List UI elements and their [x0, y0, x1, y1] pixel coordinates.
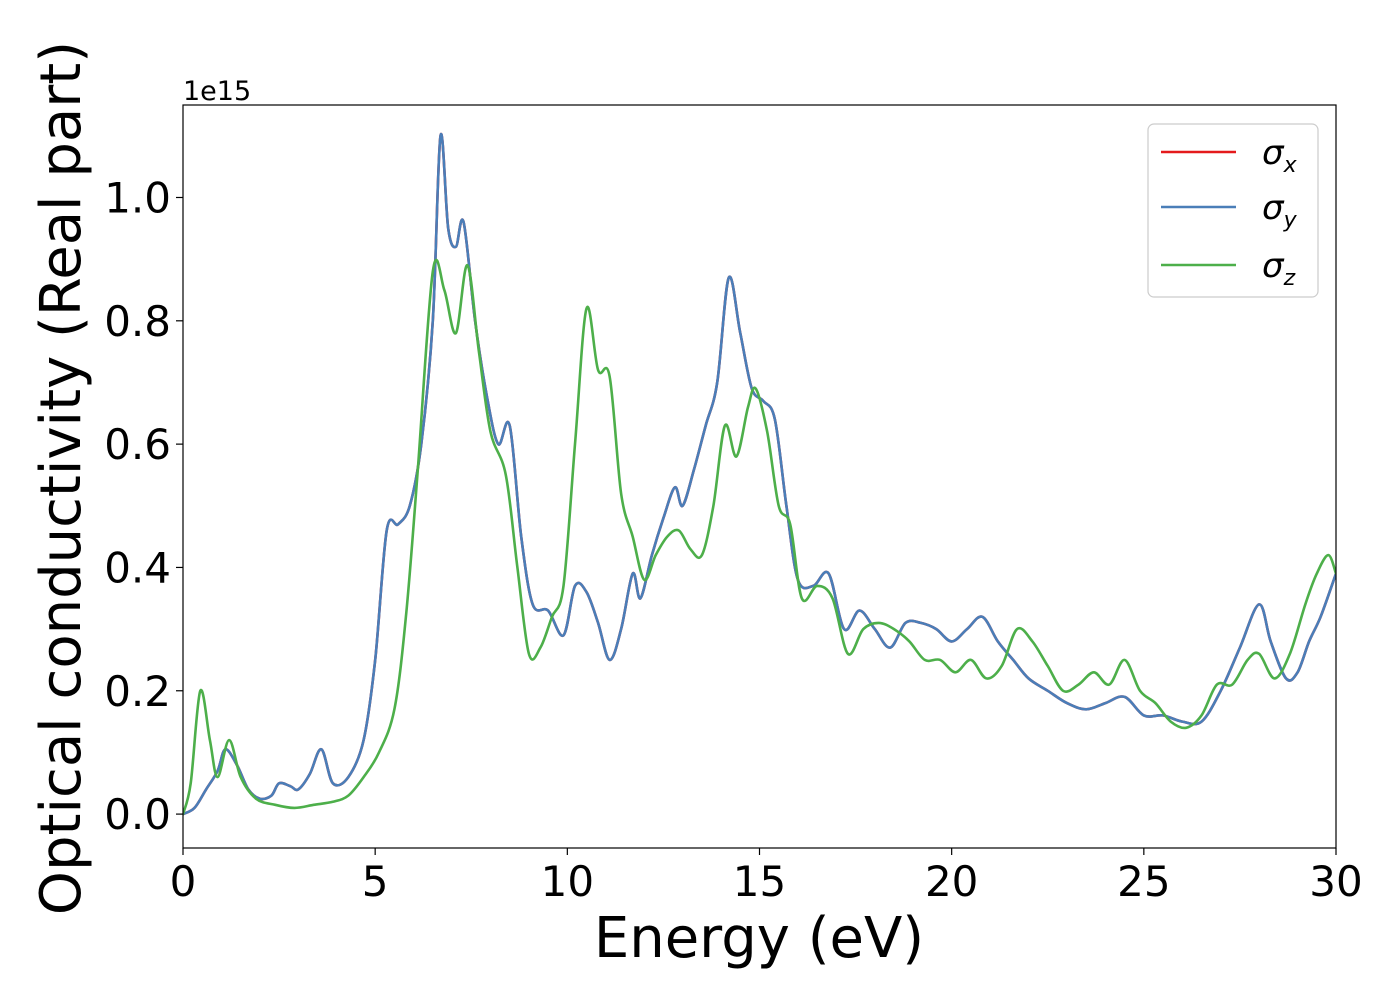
x-axis-ticks: 0 5 10 15 20 25 30 [170, 848, 1363, 906]
y-axis-ticks: 0.0 0.2 0.4 0.6 0.8 1.0 [104, 173, 183, 839]
y-tick-label: 0.2 [104, 667, 171, 716]
series-line-z [183, 258, 1336, 816]
y-tick-label: 0.6 [104, 420, 171, 469]
x-tick-label: 5 [362, 857, 389, 906]
legend-label-y: σy [1262, 188, 1298, 233]
y-tick-label: 0.0 [104, 790, 171, 839]
series-lines [183, 132, 1336, 816]
y-offset-label: 1e15 [183, 76, 251, 107]
y-tick-label: 0.4 [104, 543, 171, 592]
y-tick-label: 1.0 [104, 173, 171, 222]
x-tick-label: 0 [170, 857, 197, 906]
legend: σx σy σz [1147, 123, 1319, 298]
x-axis-title: Energy (eV) [594, 906, 924, 971]
x-tick-label: 30 [1309, 857, 1362, 906]
plot-frame [182, 104, 1337, 849]
legend-label-z: σz [1262, 246, 1296, 291]
x-tick-label: 25 [1117, 857, 1170, 906]
legend-box [1147, 123, 1319, 298]
x-tick-label: 10 [541, 857, 594, 906]
y-tick-label: 0.8 [104, 297, 171, 346]
x-tick-label: 15 [733, 857, 786, 906]
x-tick-label: 20 [925, 857, 978, 906]
y-axis-title: Optical conductivity (Real part) [29, 41, 94, 915]
legend-label-x: σx [1262, 133, 1298, 178]
series-line-y [183, 132, 1336, 816]
